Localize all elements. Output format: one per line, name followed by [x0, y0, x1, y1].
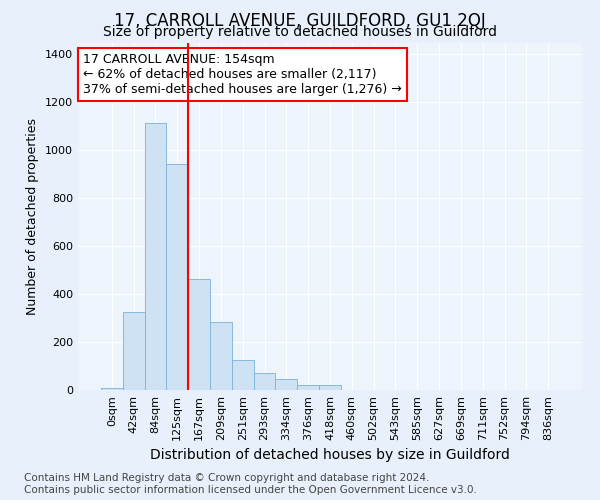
Bar — [188, 278, 210, 390]
Text: Contains HM Land Registry data © Crown copyright and database right 2024.
Contai: Contains HM Land Registry data © Crown c… — [24, 474, 477, 495]
Bar — [232, 360, 254, 390]
Bar — [319, 385, 341, 390]
Bar — [297, 385, 319, 390]
Text: 17 CARROLL AVENUE: 154sqm
← 62% of detached houses are smaller (2,117)
37% of se: 17 CARROLL AVENUE: 154sqm ← 62% of detac… — [83, 53, 402, 96]
Bar — [145, 123, 166, 390]
Y-axis label: Number of detached properties: Number of detached properties — [26, 118, 40, 315]
X-axis label: Distribution of detached houses by size in Guildford: Distribution of detached houses by size … — [150, 448, 510, 462]
Bar — [166, 164, 188, 390]
Text: 17, CARROLL AVENUE, GUILDFORD, GU1 2QJ: 17, CARROLL AVENUE, GUILDFORD, GU1 2QJ — [114, 12, 486, 30]
Bar — [210, 322, 232, 390]
Bar — [275, 379, 297, 390]
Bar — [101, 388, 123, 390]
Bar — [123, 312, 145, 390]
Text: Size of property relative to detached houses in Guildford: Size of property relative to detached ho… — [103, 25, 497, 39]
Bar — [254, 373, 275, 390]
